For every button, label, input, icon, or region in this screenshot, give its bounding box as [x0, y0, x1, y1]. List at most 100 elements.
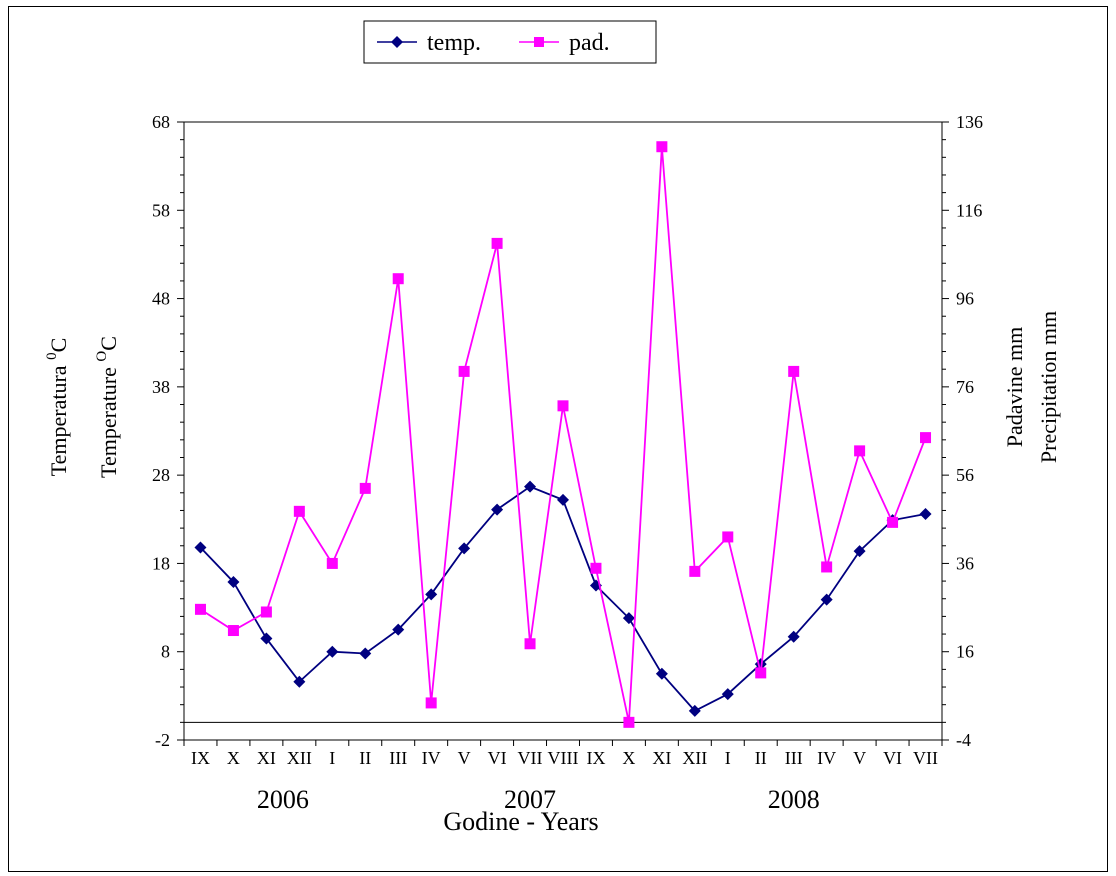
x-tick-label: XI: [652, 748, 671, 768]
x-tick-label: VI: [488, 748, 507, 768]
temp-point: [392, 623, 405, 636]
right-tick-label: 36: [956, 553, 974, 573]
left-tick-label: 48: [152, 289, 170, 309]
pad-point: [326, 557, 338, 569]
legend-temp-label: temp.: [427, 30, 481, 56]
right-tick-label: -4: [956, 730, 971, 750]
pad-point: [590, 562, 602, 574]
x-tick-label: III: [389, 748, 407, 768]
x-tick-label: IX: [586, 748, 605, 768]
temp-point: [326, 645, 339, 658]
legend: temp. pad.: [363, 20, 657, 64]
temp-point: [524, 480, 537, 493]
pad-point: [524, 638, 536, 650]
x-tick-label: VII: [518, 748, 543, 768]
pad-point: [689, 565, 701, 577]
left-tick-label: 38: [152, 377, 170, 397]
pad-point: [887, 516, 899, 528]
temp-point: [194, 541, 207, 554]
left-tick-label: -2: [155, 730, 170, 750]
temp-point: [359, 647, 372, 660]
year-label: 2007: [504, 785, 556, 814]
pad-point: [557, 400, 569, 412]
right-tick-label: 136: [956, 112, 983, 132]
temp-point: [557, 493, 569, 506]
temp-point: [260, 632, 273, 645]
x-tick-label: XI: [257, 748, 276, 768]
x-axis-title: Godine - Years: [443, 807, 598, 836]
pad-point: [293, 505, 305, 517]
x-tick-label: III: [785, 748, 803, 768]
temp-point: [458, 542, 471, 555]
pad-point: [788, 365, 800, 377]
temp-point: [655, 667, 668, 680]
chart-frame: temp. pad. -2 8 18 28 38 48 58 68 -4 16 36 56 76 96 1…: [8, 6, 1108, 872]
pad-point: [491, 237, 503, 249]
x-tick-label: IX: [191, 748, 210, 768]
pad-point: [755, 667, 767, 679]
x-tick-label: I: [725, 748, 731, 768]
right-axis-ticks: -4 16 36 56 76 96 116 136: [942, 112, 983, 750]
temp-point: [853, 545, 866, 558]
right-tick-label: 56: [956, 465, 974, 485]
pad-point: [425, 697, 437, 709]
svg-text:Temperature OC: Temperature OC: [94, 336, 121, 478]
temp-point: [688, 704, 701, 717]
x-axis-ticks: IX X XI XII I II III IV V VI VII VIII IX X XI XII I II III…: [183, 740, 943, 768]
pad-point: [920, 432, 932, 444]
temp-point: [293, 675, 306, 688]
right-tick-label: 116: [956, 200, 982, 220]
pad-point: [623, 716, 635, 728]
legend-pad-marker: [534, 37, 544, 47]
right-axis-title-2: Precipitation mm: [1036, 311, 1061, 463]
x-tick-label: XII: [682, 748, 707, 768]
x-tick-label: IV: [422, 748, 441, 768]
left-tick-label: 28: [152, 465, 170, 485]
left-axis-ticks: -2 8 18 28 38 48 58 68: [152, 112, 184, 750]
pad-point: [227, 625, 239, 637]
x-tick-label: IV: [817, 748, 836, 768]
right-tick-label: 16: [956, 642, 974, 662]
pad-point: [458, 365, 470, 377]
pad-point: [359, 482, 371, 494]
temp-point: [622, 612, 635, 625]
right-tick-label: 76: [956, 377, 974, 397]
x-tick-label: X: [622, 748, 635, 768]
left-tick-label: 58: [152, 200, 170, 220]
left-tick-label: 68: [152, 112, 170, 132]
pad-point: [821, 561, 833, 573]
pad-point: [194, 603, 206, 615]
x-tick-label: VII: [913, 748, 938, 768]
year-label: 2006: [257, 785, 309, 814]
x-tick-label: II: [359, 748, 371, 768]
pad-point: [260, 606, 272, 618]
temp-point: [820, 593, 833, 606]
svg-text:Padavine mm: Padavine mm: [1002, 327, 1027, 447]
svg-text:Temperatura 0C: Temperatura 0C: [44, 338, 71, 477]
x-tick-label: XII: [287, 748, 312, 768]
plot-area: [183, 121, 943, 741]
left-tick-label: 18: [152, 553, 170, 573]
temp-point: [919, 507, 932, 520]
year-label: 2008: [768, 785, 820, 814]
x-tick-label: X: [227, 748, 240, 768]
x-tick-label: V: [853, 748, 866, 768]
legend-pad-label: pad.: [569, 30, 610, 56]
pad-point: [392, 273, 404, 285]
legend-temp-marker: [391, 36, 403, 48]
temp-point: [787, 630, 800, 643]
temp-point: [425, 588, 438, 601]
x-tick-label: II: [755, 748, 767, 768]
x-tick-label: I: [329, 748, 335, 768]
series-layer: [184, 141, 942, 728]
right-axis-title-1: Padavine mm: [1002, 327, 1027, 447]
left-axis-title-2: Temperature OC: [94, 336, 121, 478]
pad-point: [656, 141, 668, 153]
x-tick-label: V: [458, 748, 471, 768]
temp-point: [227, 575, 240, 588]
temp-point: [491, 503, 504, 516]
temp-point: [721, 688, 734, 701]
left-axis-title-1: Temperatura 0C: [44, 338, 71, 477]
svg-text:Precipitation mm: Precipitation mm: [1036, 311, 1061, 463]
left-tick-label: 8: [161, 642, 170, 662]
